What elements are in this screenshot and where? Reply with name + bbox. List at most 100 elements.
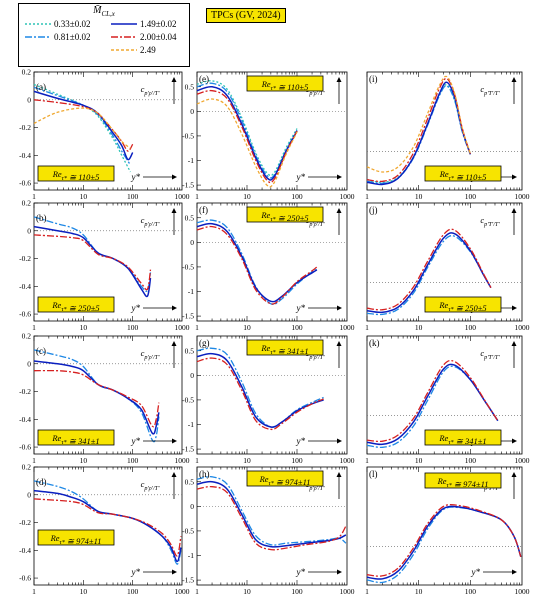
x-tick-label: 10 [243,456,251,465]
panel-frame [33,335,183,455]
panel-label: (h) [199,469,210,479]
legend-line-swatch [25,23,51,25]
y-tick-label: -1 [188,287,194,296]
series-line [196,476,347,546]
series-line [366,365,499,449]
x-arrowhead [337,438,342,444]
re-badge [424,472,502,489]
y-tick-label: -1.5 [182,181,194,190]
y-arrowhead [511,341,517,346]
x-axis-label: y* [131,172,141,182]
x-arrowhead [337,569,342,575]
re-badge [424,429,502,446]
source-badge: TPCs (GV, 2024) [206,8,286,23]
panel-frame [366,202,523,322]
x-tick-label: 100 [291,456,303,465]
chart-panel: 11010010000.50-0.5-1-1.5(h)cp'ρ'/T'y*Reτ… [182,466,355,596]
y-quantity-label: cp'ρ'/T' [141,84,160,97]
panel-label: (c) [36,346,46,356]
re-badge-label: Reτ* ≅ 341±1 [260,343,308,356]
x-tick-label: 10 [415,323,423,332]
series-line [366,232,492,314]
re-badge [37,296,115,313]
x-tick-label: 1 [365,587,369,596]
series-line [196,357,324,431]
x-tick-label: 100 [465,456,477,465]
x-tick-label: 1000 [340,587,355,596]
panel-label: (g) [199,338,210,348]
series-line [33,369,160,428]
re-badge [246,470,324,487]
y-tick-label: -0.4 [19,546,31,555]
x-tick-label: 1 [32,192,36,201]
series-line [366,77,471,183]
chart-panel: 11010010000.50-0.5-1-1.5(f)cp'ρ'/T'y*Reτ… [182,202,355,332]
re-badge-label: Reτ* ≅ 250±5 [51,300,99,313]
series-line [33,360,160,435]
legend-label: 2.00±0.04 [140,32,177,42]
panel-label: (k) [369,338,380,348]
series-line [33,498,182,557]
x-arrowhead [172,569,177,575]
x-tick-label: 1000 [340,323,355,332]
re-badge [246,206,324,223]
x-tick-label: 1 [365,323,369,332]
y-arrowhead [336,472,342,477]
x-axis-label: y* [471,567,481,577]
legend-title: M̄CL,x [93,5,115,18]
re-badge [246,75,324,92]
x-tick-label: 1 [32,456,36,465]
series-line [33,90,134,161]
y-quantity-label: cp'T'/T' [480,84,500,97]
panel-frame [196,71,348,191]
y-arrowhead [336,208,342,213]
legend-item: 1.49±0.02 [111,18,176,30]
y-tick-label: 0.2 [22,199,32,208]
series-line [33,489,182,563]
panel-frame [33,202,183,322]
legend-item: 2.00±0.04 [111,31,176,43]
x-tick-label: 1000 [175,323,190,332]
y-tick-label: 0.5 [185,346,195,355]
y-arrowhead [171,341,177,346]
x-axis-label: y* [296,567,306,577]
series-line [196,222,318,303]
panel-frame [33,71,183,191]
y-arrowhead [511,77,517,82]
y-tick-label: -0.6 [19,179,31,188]
panel-frame [196,335,348,455]
panel-frame [33,466,183,586]
x-tick-label: 10 [415,192,423,201]
y-tick-label: -1 [188,420,194,429]
x-tick-label: 1 [195,456,199,465]
legend-line-swatch [111,49,137,51]
series-line [33,83,131,173]
y-tick-label: -0.5 [182,395,194,404]
y-tick-label: -0.6 [19,574,31,583]
y-tick-label: -0.6 [19,443,31,452]
series-line [366,359,499,443]
x-tick-label: 1 [195,587,199,596]
legend-item: 0.81±0.02 [25,31,90,43]
y-tick-label: 0.5 [185,477,195,486]
x-tick-label: 1000 [515,456,530,465]
y-tick-label: 0 [27,490,31,499]
series-line [366,363,499,446]
y-arrowhead [511,208,517,213]
legend-label: 1.49±0.02 [140,19,177,29]
y-tick-label: 0.2 [22,463,32,472]
x-tick-label: 10 [243,323,251,332]
re-badge-label: Reτ* ≅ 250±5 [438,300,486,313]
series-line [33,107,131,149]
panel-frame [196,202,348,322]
re-badge-label: Reτ* ≅ 974±11 [437,476,489,489]
x-tick-label: 1000 [175,587,190,596]
re-badge [37,529,115,546]
y-arrowhead [336,77,342,82]
panel-frame [366,335,523,455]
y-tick-label: -1.5 [182,312,194,321]
panel-label: (l) [369,469,378,479]
y-tick-label: 0 [27,95,31,104]
legend-label: 2.49 [140,45,156,55]
